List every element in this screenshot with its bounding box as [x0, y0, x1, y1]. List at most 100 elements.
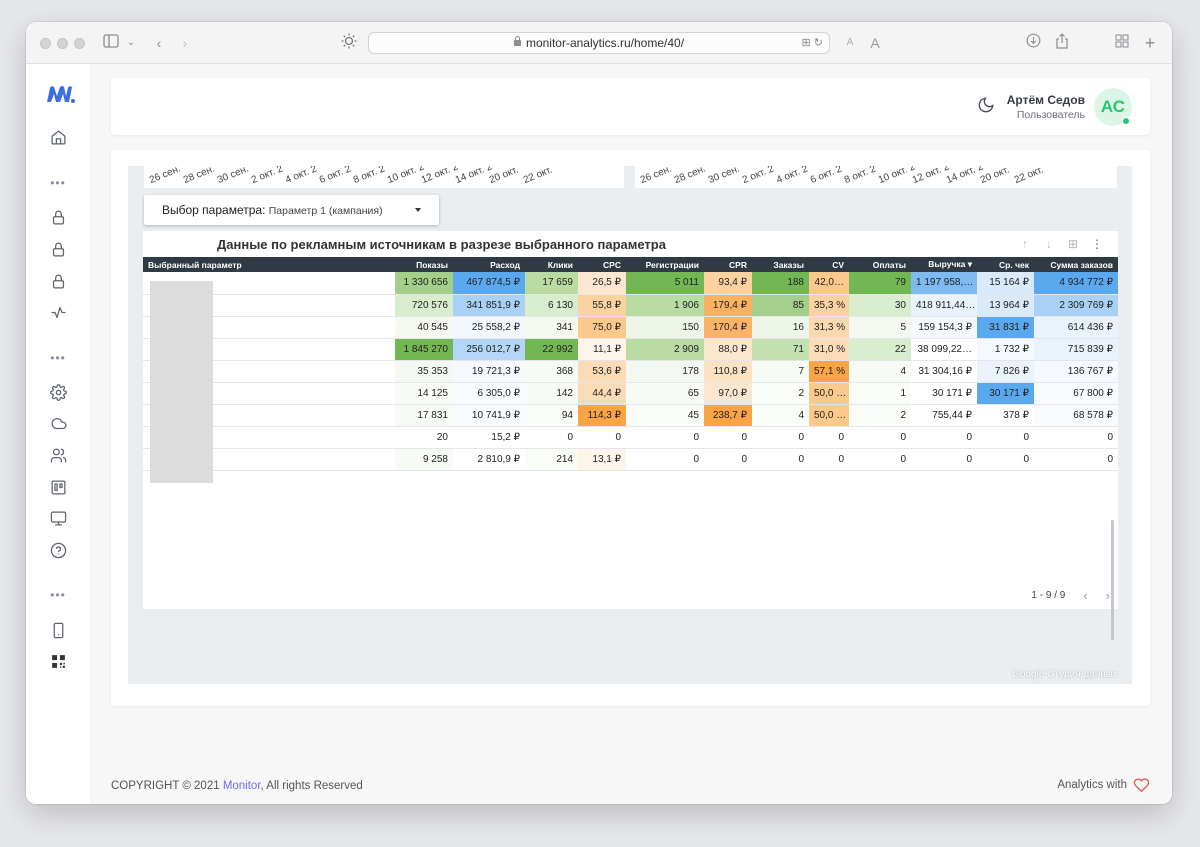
minimize-window-button[interactable]	[57, 38, 68, 49]
brand-link[interactable]: Monitor	[222, 780, 261, 792]
user-name[interactable]: Артём Седов	[1006, 93, 1085, 107]
column-header[interactable]: Оплаты	[849, 257, 911, 272]
lock-icon[interactable]	[47, 270, 69, 292]
moon-icon[interactable]	[977, 96, 995, 114]
column-header[interactable]: Выручка ▾	[911, 257, 977, 272]
table-cell: 88,0 ₽	[704, 338, 752, 361]
column-header[interactable]: Показы	[395, 257, 453, 272]
online-status-indicator	[1122, 117, 1130, 125]
table-row[interactable]: 17 831 10 741,9 ₽94 114,3 ₽45 238,7 ₽4 50,0 …	[143, 404, 1118, 427]
table-cell: 0	[809, 448, 849, 471]
chevron-down-icon[interactable]: ⌄	[126, 37, 136, 48]
table-row[interactable]: 720 576 341 851,9 ₽6 130 55,8 ₽1 906 179,4 …	[143, 294, 1118, 317]
table-cell: 0	[704, 448, 752, 471]
chart-options-icon[interactable]: ⊞	[1067, 237, 1079, 251]
translate-reload-icons[interactable]: ⊞ ↻	[801, 37, 824, 49]
table-cell: 85	[752, 294, 809, 317]
column-header[interactable]: CV	[809, 257, 849, 272]
axis-date-label: 6 окт. 2	[317, 166, 353, 186]
report-scrollbar[interactable]	[1111, 520, 1114, 640]
more-options-icon[interactable]: ⋮	[1091, 237, 1103, 251]
prev-page-button[interactable]: ‹	[1083, 588, 1088, 603]
table-row[interactable]: 35 353 19 721,3 ₽368 53,6 ₽178 110,8 ₽7 57,1…	[143, 360, 1118, 383]
table-cell: 1 197 958,…	[911, 272, 977, 295]
table-cell: 40 545	[395, 316, 453, 339]
monitor-logo[interactable]	[45, 84, 75, 104]
table-cell: 25 558,2 ₽	[453, 316, 525, 339]
axis-date-label: 26 сен.	[638, 166, 674, 186]
table-cell: 57,1 %	[809, 360, 849, 383]
table-cell: 53,6 ₽	[578, 360, 626, 383]
browser-toolbar: ⌄ ‹ › monitor-analytics.ru/home/40/ ⊞ ↻ …	[26, 22, 1172, 64]
help-icon[interactable]	[47, 539, 69, 561]
forward-button[interactable]: ›	[182, 35, 188, 51]
table-cell: 755,44 ₽	[911, 404, 977, 427]
cloud-icon[interactable]	[47, 412, 69, 434]
column-header[interactable]: CPR	[704, 257, 752, 272]
back-button[interactable]: ‹	[156, 35, 162, 51]
home-icon[interactable]	[47, 126, 69, 148]
column-header[interactable]: Заказы	[752, 257, 809, 272]
axis-date-label: 4 окт. 2	[774, 166, 810, 186]
table-cell: 5	[849, 316, 911, 339]
lock-icon[interactable]	[47, 206, 69, 228]
activity-icon[interactable]	[47, 301, 69, 323]
maximize-window-button[interactable]	[74, 38, 85, 49]
table-cell: 44,4 ₽	[578, 382, 626, 405]
download-icon[interactable]	[1024, 33, 1042, 53]
table-cell: 0	[525, 426, 578, 449]
table-cell: 50,0 …	[809, 382, 849, 405]
parameter-select[interactable]: Выбор параметра: Параметр 1 (кампания)	[144, 195, 439, 225]
monitor-icon[interactable]	[47, 507, 69, 529]
table-cell: 17 831	[395, 404, 453, 427]
close-window-button[interactable]	[40, 38, 51, 49]
table-cell: 42,0…	[809, 272, 849, 295]
address-bar[interactable]: monitor-analytics.ru/home/40/ ⊞ ↻	[368, 32, 830, 54]
axis-date-label: 8 окт. 2	[351, 166, 387, 186]
mobile-icon[interactable]	[47, 619, 69, 641]
table-cell: 341 851,9 ₽	[453, 294, 525, 317]
column-header[interactable]: Расход	[453, 257, 525, 272]
column-header[interactable]: Выбранный параметр	[143, 257, 395, 272]
tab-overview-icon[interactable]	[1114, 33, 1130, 53]
column-header[interactable]: Сумма заказов	[1034, 257, 1118, 272]
table-row[interactable]: 9 258 2 810,9 ₽214 13,1 ₽0 0 0 0 0 0 0 0	[143, 448, 1118, 471]
board-icon[interactable]	[47, 476, 69, 498]
new-tab-button[interactable]: +	[1144, 33, 1156, 53]
table-cell: 110,8 ₽	[704, 360, 752, 383]
text-smaller-button[interactable]: A	[846, 37, 854, 48]
table-cell: 1 330 656	[395, 272, 453, 295]
sort-descending-icon[interactable]: ↓	[1046, 237, 1052, 251]
next-page-button[interactable]: ›	[1105, 588, 1110, 603]
table-row[interactable]: 40 545 25 558,2 ₽341 75,0 ₽150 170,4 ₽16 31,…	[143, 316, 1118, 339]
heart-icon	[1133, 778, 1150, 792]
sort-ascending-icon[interactable]: ↑	[1022, 237, 1028, 251]
column-header[interactable]: Клики	[525, 257, 578, 272]
sidebar-toggle-icon[interactable]	[102, 33, 120, 53]
parameter-select-label: Выбор параметра:	[162, 203, 266, 217]
column-header[interactable]: Регистрации	[626, 257, 704, 272]
table-cell: 0	[626, 426, 704, 449]
table-row[interactable]: 1 845 270 256 012,7 ₽22 992 11,1 ₽2 909 88,…	[143, 338, 1118, 361]
share-icon[interactable]	[1054, 33, 1070, 53]
text-larger-button[interactable]: A	[870, 35, 880, 51]
users-icon[interactable]	[47, 444, 69, 466]
axis-date-label: 6 окт. 2	[808, 166, 844, 186]
axis-date-label: 4 окт. 2	[283, 166, 319, 186]
parameter-select-value: Параметр 1 (кампания)	[268, 205, 383, 217]
column-header[interactable]: CPC	[578, 257, 626, 272]
settings-gear-icon[interactable]	[47, 381, 69, 403]
column-header[interactable]: Ср. чек	[977, 257, 1034, 272]
table-cell: 0	[911, 426, 977, 449]
google-data-studio-watermark[interactable]: Google Студия данных	[1012, 669, 1118, 680]
qr-code-icon[interactable]	[47, 650, 69, 672]
table-cell: 26,5 ₽	[578, 272, 626, 295]
table-row[interactable]: 20 15,2 ₽0 0 0 0 0 0 0 0 0 0	[143, 426, 1118, 449]
axis-date-label: 2 окт. 2	[740, 166, 776, 186]
table-cell: 93,4 ₽	[704, 272, 752, 295]
table-row[interactable]: 14 125 6 305,0 ₽142 44,4 ₽65 97,0 ₽2 50,0 … 1…	[143, 382, 1118, 405]
table-row[interactable]: 1 330 656 467 874,5 ₽17 659 26,5 ₽5 011 93,…	[143, 272, 1118, 295]
axis-date-label: 8 окт. 2	[842, 166, 878, 186]
lock-icon[interactable]	[47, 238, 69, 260]
brightness-icon[interactable]	[340, 33, 358, 53]
